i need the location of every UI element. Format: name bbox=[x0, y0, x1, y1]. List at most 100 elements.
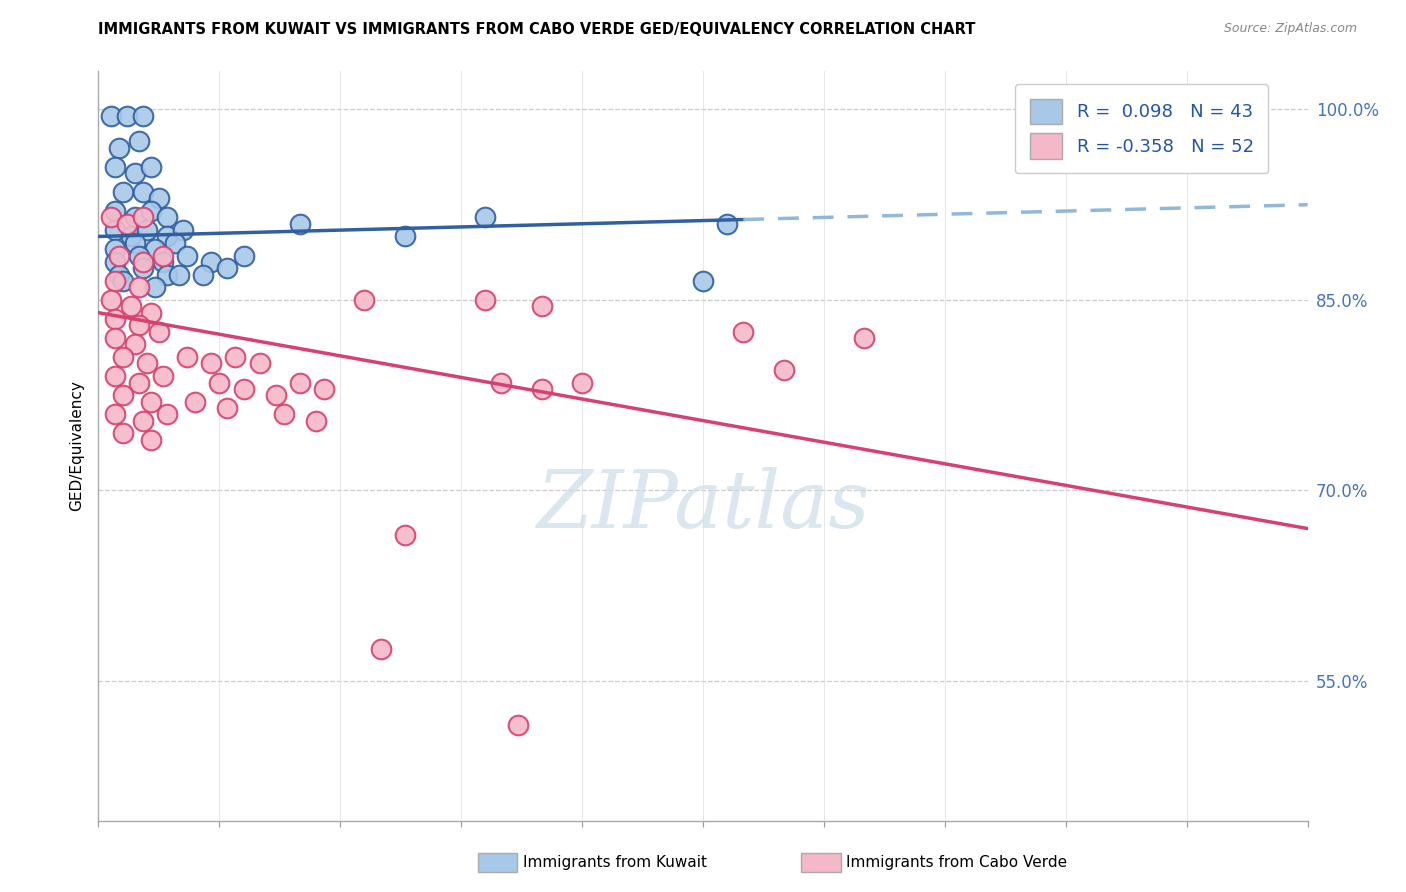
Point bbox=[124, 235, 146, 250]
Point bbox=[193, 268, 215, 282]
Point bbox=[107, 140, 129, 154]
Point bbox=[571, 376, 593, 390]
Point bbox=[107, 268, 129, 282]
Point bbox=[103, 242, 125, 256]
Point bbox=[530, 299, 553, 313]
Point bbox=[314, 382, 336, 396]
Point bbox=[103, 331, 125, 345]
Point bbox=[474, 211, 496, 225]
Point bbox=[148, 325, 170, 339]
Point bbox=[152, 248, 174, 262]
Point bbox=[111, 185, 134, 199]
Point bbox=[103, 274, 125, 288]
Point bbox=[132, 414, 155, 428]
Point bbox=[176, 248, 198, 262]
Point bbox=[120, 229, 142, 244]
Point bbox=[124, 211, 146, 225]
Point bbox=[167, 268, 190, 282]
Point bbox=[143, 280, 166, 294]
Point bbox=[733, 325, 755, 339]
Point bbox=[128, 376, 150, 390]
Point bbox=[124, 337, 146, 351]
Point bbox=[353, 293, 375, 307]
Point bbox=[156, 268, 179, 282]
Point bbox=[530, 382, 553, 396]
Point bbox=[103, 160, 125, 174]
Point bbox=[100, 109, 122, 123]
Point bbox=[232, 248, 254, 262]
Point bbox=[232, 382, 254, 396]
Point bbox=[208, 376, 231, 390]
Point bbox=[111, 274, 134, 288]
Point bbox=[148, 191, 170, 205]
Point bbox=[115, 109, 138, 123]
Point bbox=[474, 293, 496, 307]
Point bbox=[132, 255, 155, 269]
Point bbox=[772, 363, 794, 377]
Point bbox=[139, 306, 162, 320]
Point bbox=[217, 261, 239, 276]
Point bbox=[128, 280, 150, 294]
Point bbox=[224, 350, 246, 364]
Point bbox=[692, 274, 714, 288]
Point bbox=[249, 356, 271, 370]
Point bbox=[103, 312, 125, 326]
Point bbox=[200, 356, 222, 370]
Point bbox=[184, 394, 207, 409]
Point bbox=[128, 134, 150, 148]
Point bbox=[506, 718, 529, 732]
Y-axis label: GED/Equivalency: GED/Equivalency bbox=[69, 381, 84, 511]
Point bbox=[132, 211, 155, 225]
Point bbox=[128, 318, 150, 333]
Point bbox=[200, 255, 222, 269]
Point bbox=[100, 293, 122, 307]
Point bbox=[176, 350, 198, 364]
Text: ZIPatlas: ZIPatlas bbox=[536, 467, 870, 545]
Point bbox=[111, 426, 134, 441]
Point bbox=[853, 331, 876, 345]
Point bbox=[139, 160, 162, 174]
Text: Immigrants from Cabo Verde: Immigrants from Cabo Verde bbox=[846, 855, 1067, 870]
Point bbox=[115, 217, 138, 231]
Point bbox=[124, 166, 146, 180]
Point bbox=[128, 248, 150, 262]
Point bbox=[103, 369, 125, 384]
Point bbox=[156, 229, 179, 244]
Point bbox=[132, 185, 155, 199]
Point bbox=[264, 388, 287, 402]
Point bbox=[152, 369, 174, 384]
Point bbox=[111, 350, 134, 364]
Point bbox=[370, 642, 392, 657]
Text: Immigrants from Kuwait: Immigrants from Kuwait bbox=[523, 855, 707, 870]
Point bbox=[217, 401, 239, 415]
Point bbox=[100, 211, 122, 225]
Point bbox=[491, 376, 513, 390]
Point bbox=[163, 235, 186, 250]
Point bbox=[288, 376, 311, 390]
Point bbox=[394, 528, 416, 542]
Text: IMMIGRANTS FROM KUWAIT VS IMMIGRANTS FROM CABO VERDE GED/EQUIVALENCY CORRELATION: IMMIGRANTS FROM KUWAIT VS IMMIGRANTS FRO… bbox=[98, 22, 976, 37]
Legend: R =  0.098   N = 43, R = -0.358   N = 52: R = 0.098 N = 43, R = -0.358 N = 52 bbox=[1015, 84, 1268, 173]
Point bbox=[132, 109, 155, 123]
Point bbox=[172, 223, 194, 237]
Point bbox=[156, 407, 179, 421]
Point bbox=[305, 414, 328, 428]
Point bbox=[107, 248, 129, 262]
Point bbox=[111, 388, 134, 402]
Point bbox=[103, 223, 125, 237]
Point bbox=[288, 217, 311, 231]
Point bbox=[120, 299, 142, 313]
Point bbox=[139, 394, 162, 409]
Point bbox=[103, 407, 125, 421]
Point bbox=[716, 217, 738, 231]
Point bbox=[152, 255, 174, 269]
Point bbox=[103, 204, 125, 219]
Text: Source: ZipAtlas.com: Source: ZipAtlas.com bbox=[1223, 22, 1357, 36]
Point bbox=[132, 261, 155, 276]
Point bbox=[143, 242, 166, 256]
Point bbox=[156, 211, 179, 225]
Point bbox=[394, 229, 416, 244]
Point bbox=[103, 255, 125, 269]
Point bbox=[135, 356, 157, 370]
Point bbox=[273, 407, 295, 421]
